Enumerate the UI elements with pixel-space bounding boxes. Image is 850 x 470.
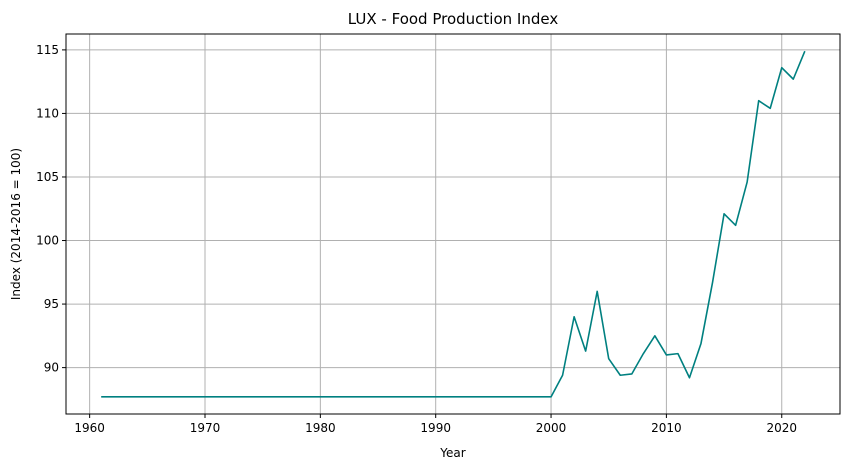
grid-lines	[66, 34, 840, 414]
x-tick-label: 2020	[766, 421, 797, 435]
x-axis-label: Year	[439, 446, 465, 460]
chart-title: LUX - Food Production Index	[348, 10, 559, 28]
x-tick-label: 1990	[420, 421, 451, 435]
y-tick-label: 95	[44, 297, 59, 311]
series-line	[101, 50, 806, 398]
x-tick-label: 2000	[536, 421, 567, 435]
x-tick-label: 1980	[305, 421, 336, 435]
y-tick-label: 105	[36, 170, 59, 184]
x-tick-label: 1970	[190, 421, 221, 435]
y-tick-label: 115	[36, 43, 59, 57]
x-tick-label: 1960	[74, 421, 105, 435]
x-tick-label: 2010	[651, 421, 682, 435]
y-tick-label: 100	[36, 234, 59, 248]
y-tick-label: 110	[36, 106, 59, 120]
plot-frame	[65, 33, 841, 415]
series-layer	[101, 50, 806, 398]
y-tick-label: 90	[44, 361, 59, 375]
y-axis-label: Index (2014-2016 = 100)	[9, 148, 23, 300]
axis-ticks: 1960 1970 1980 1990 2000 2010 2020 90 95 100 105 11…	[36, 43, 797, 435]
